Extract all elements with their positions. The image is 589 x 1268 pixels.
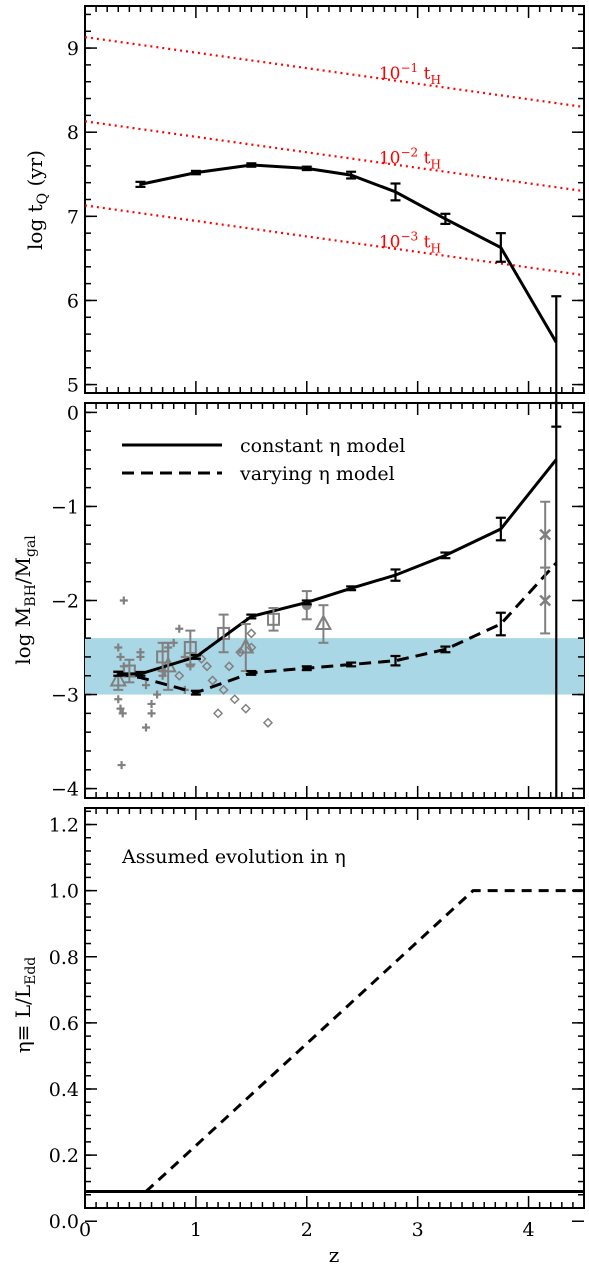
obs-plus-marker [114,695,123,704]
eta-annotation: Assumed evolution in η [121,846,346,868]
reference-line-1 [85,36,584,109]
obs-diamond-marker [218,684,229,695]
bottom-y-axis-label: η≡ L/LEdd [11,957,39,1054]
obs-diamond-marker [229,694,240,705]
obs-diamond-marker [240,703,251,714]
obs-plus-marker [147,699,156,708]
top-y-tick-label: 7 [67,206,79,228]
obs-plus-marker [116,704,125,713]
obs-plus-marker [141,723,150,732]
middle-panel: constant η model varying η model 0 −1 −2 −3 −4 [51,401,585,801]
top-y-tick-label: 5 [67,375,79,397]
middle-y-tick-label: −4 [51,779,79,801]
middle-y-tick-label: −1 [51,496,79,518]
top-y-tick-label: 6 [67,290,79,312]
obs-plus-marker [119,596,128,605]
legend-solid-label: constant η model [240,435,405,457]
top-y-tick-label: 8 [67,122,79,144]
bottom-y-tick-label: 1.2 [49,815,79,837]
bottom-y-tick-label: 0.8 [49,947,79,969]
top-y-axis-label-sub: Q [35,193,51,204]
obs-diamond-marker [213,708,224,719]
obs-plus-marker [118,709,127,718]
x-axis-label: z [329,1243,340,1267]
x-tick-label: 2 [301,1219,313,1241]
varying-eta-line [118,561,558,695]
obs-diamond-marker [201,661,213,672]
bottom-y-tick-label: 0.0 [49,1211,79,1233]
top-plot-area [85,36,584,344]
bottom-y-tick-label: 0.4 [49,1079,79,1101]
top-y-tick-label: 9 [67,38,79,60]
bottom-panel-frame [84,807,585,1209]
obs-plus-marker [147,709,156,718]
top-panel-frame [84,5,585,394]
obs-diamond-marker [262,717,274,728]
reference-line-label-3: 10−3 tH [379,229,441,255]
x-tick-label: 4 [523,1219,535,1241]
middle-y-tick-label: −3 [51,685,79,707]
obs-plus-marker [136,652,145,661]
middle-plot-area [85,458,584,770]
obs-plus-marker [117,761,126,770]
x-tick-label: 3 [412,1219,424,1241]
x-tick-label: 1 [190,1219,202,1241]
tq-model-line [140,163,558,344]
middle-y-tick-label: −2 [51,591,79,613]
obs-plus-marker [175,624,184,633]
reference-line-label-2: 10−2 tH [379,145,441,171]
bottom-y-tick-label: 0.2 [49,1145,79,1167]
obs-plus-marker [141,681,150,690]
top-panel: 10−1 tH 10−2 tH 10−3 tH 5 6 7 8 9 [67,6,585,428]
bottom-y-tick-label: 0.6 [49,1013,79,1035]
middle-y-tick-label: 0 [67,402,79,424]
bottom-panel: Assumed evolution in η 0.0 0.2 0.4 0.6 0.8 1.0… [49,808,585,1241]
obs-diamond-marker [246,628,257,639]
legend-dashed-label: varying η model [239,463,395,485]
top-y-axis-label: log tQ (yr) [23,150,51,250]
x-tick-label: 0 [79,1219,91,1241]
middle-y-axis-label: log MBH/Mgal [11,535,39,665]
eta-varying-line [144,889,584,1193]
obs-plus-marker [116,652,125,661]
obs-diamond-marker [174,670,185,681]
local-ratio-band [85,638,584,695]
obs-diamond-marker [235,647,246,658]
obs-plus-marker [153,690,162,699]
obs-diamond-marker [196,653,207,664]
reference-line-label-1: 10−1 tH [379,61,441,87]
obs-plus-marker [158,671,167,680]
obs-diamond-marker [224,661,235,672]
obs-plus-marker [114,643,123,652]
bottom-y-tick-label: 1.0 [49,881,79,903]
obs-diamond-marker [207,675,218,686]
